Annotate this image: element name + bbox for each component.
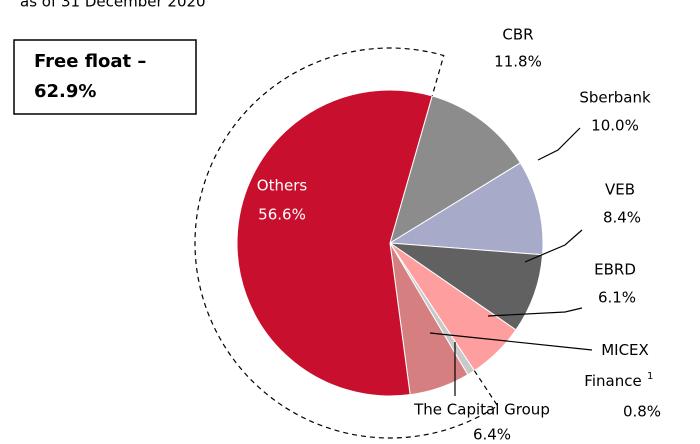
- annotation-line: Free float –: [34, 51, 146, 72]
- value-label: 0.8%: [623, 403, 661, 421]
- free-float-outline: [194, 47, 499, 439]
- slice-label: Sberbank: [579, 89, 651, 107]
- pie-slice: [389, 95, 522, 245]
- slice-label-part: Finance: [584, 372, 641, 390]
- slice-label: Others: [257, 177, 308, 195]
- value-label: 11.8%: [494, 53, 542, 71]
- slice-label: VEB: [605, 181, 635, 199]
- pie-slice: [388, 162, 544, 256]
- subtitle: as of 31 December 2020: [20, 0, 206, 11]
- slice-label-part: MICEX: [601, 341, 649, 359]
- value-label: 6.1%: [598, 289, 636, 307]
- slice-label: MICEX Finance: [584, 341, 648, 390]
- annotation-line: 62.9%: [34, 81, 96, 102]
- pie-slice: [236, 89, 433, 397]
- leader-line: [487, 307, 583, 317]
- leader-line: [524, 229, 583, 263]
- slice-label: EBRD: [594, 261, 636, 279]
- footnote-marker: 1: [647, 371, 653, 382]
- slice-label: CBR: [502, 26, 533, 44]
- slice-label: The Capital Group: [413, 401, 550, 419]
- value-label: 56.6%: [258, 206, 306, 224]
- value-label: 10.0%: [591, 117, 639, 135]
- leader-line: [537, 127, 581, 161]
- value-label: 6.4%: [473, 426, 511, 444]
- annotation-box: [13, 39, 197, 115]
- leader-line: [429, 332, 593, 351]
- value-label: 8.4%: [603, 209, 641, 227]
